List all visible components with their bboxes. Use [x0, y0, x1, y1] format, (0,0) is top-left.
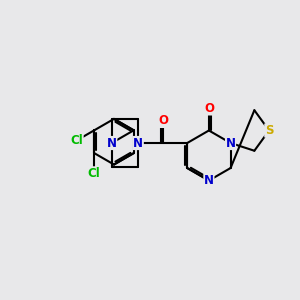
- Text: S: S: [265, 124, 273, 137]
- Text: O: O: [158, 114, 168, 128]
- Text: Cl: Cl: [88, 167, 100, 180]
- Text: O: O: [204, 102, 214, 115]
- Text: N: N: [107, 136, 117, 149]
- Text: N: N: [204, 174, 214, 187]
- Text: N: N: [226, 136, 236, 149]
- Text: Cl: Cl: [70, 134, 83, 147]
- Text: N: N: [133, 136, 143, 149]
